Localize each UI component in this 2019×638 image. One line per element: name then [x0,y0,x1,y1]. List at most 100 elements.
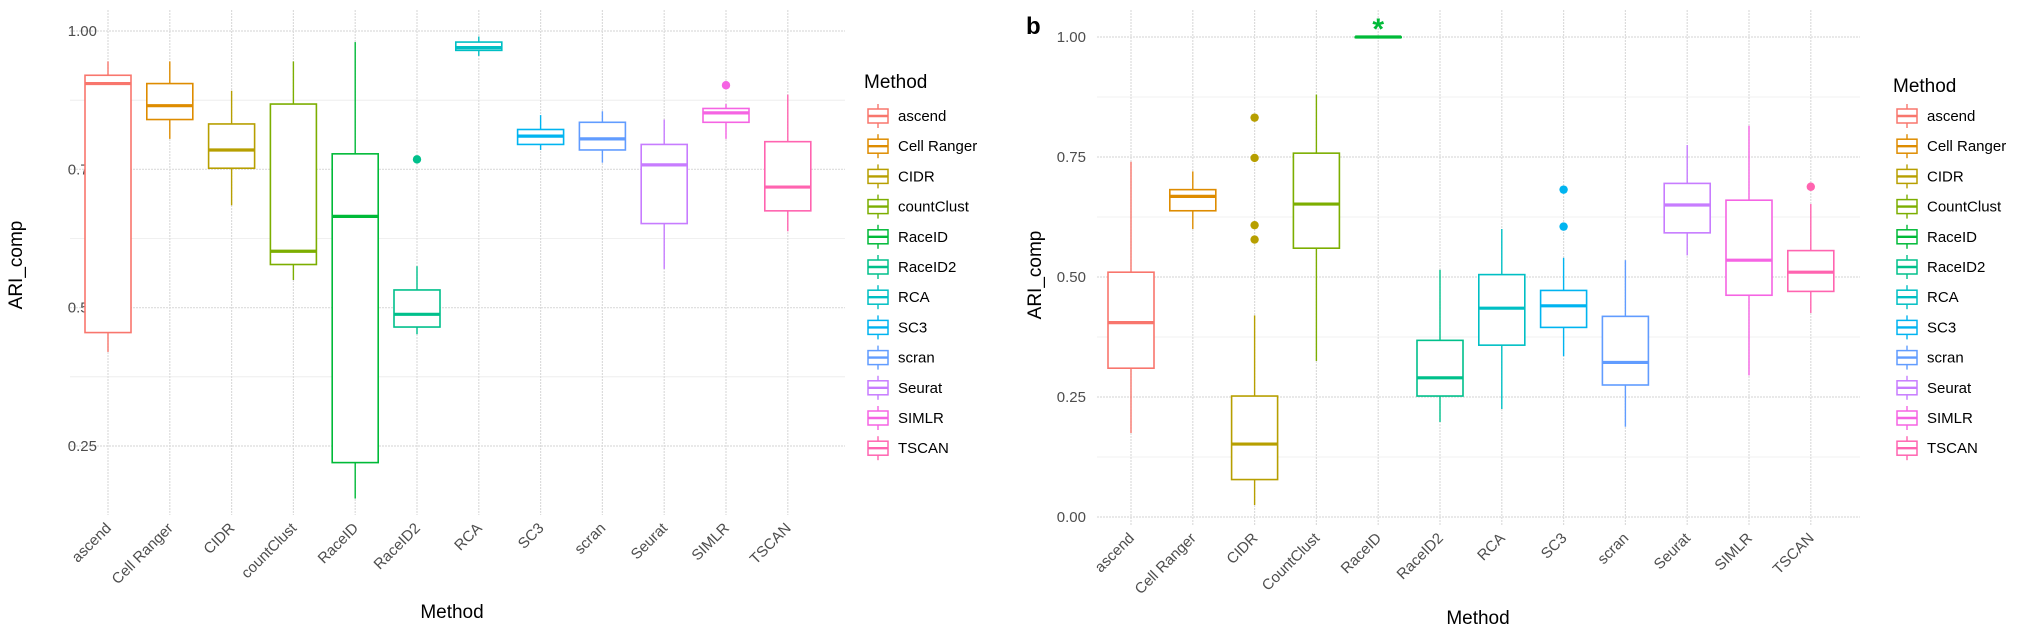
legend-key [1896,255,1918,279]
outlier-point [1559,222,1568,231]
outlier-point [1250,220,1259,230]
iqr-box [269,103,318,266]
legend-label: Seurat [1927,380,1972,397]
legend: Method ascend Cell Ranger CIDR countClust Rac… [864,72,977,461]
y-tick-label: 1.00 [68,23,97,40]
x-tick-label: SIMLR [688,520,733,565]
iqr-box [146,82,194,121]
outlier-point [412,155,422,164]
legend-label: scran [898,350,935,367]
legend-key [1896,224,1918,249]
x-tick-label: Cell Ranger [1132,530,1200,598]
box-SIMLR [1725,125,1773,376]
box-RaceID [331,42,380,499]
legend-label: RCA [898,289,930,306]
x-tick-label: TSCAN [747,520,795,568]
x-tick-label: Seurat [1651,529,1695,573]
iqr-box [702,107,750,124]
iqr-box [84,74,132,334]
box-SC3 [1539,185,1588,357]
iqr-box [1478,273,1526,346]
box-Cell Ranger [146,61,194,139]
box-scran [578,111,627,163]
box-CIDR [207,90,256,206]
outlier-point [1250,153,1259,163]
box-ascend [1107,161,1155,433]
box-CountClust [1292,94,1341,361]
legend-key [1896,104,1918,128]
legend-label: RaceID2 [1927,259,1985,276]
legend-key [1896,315,1918,340]
box-Cell Ranger [1169,171,1217,229]
box-CIDR [1230,113,1279,505]
legend-key [1896,285,1918,310]
box-RCA [1478,229,1526,409]
legend-key [1896,375,1918,400]
legend-label: CIDR [898,168,935,185]
outlier-point [1559,185,1568,194]
y-tick-label: 0.50 [1057,269,1086,286]
iqr-box [207,123,256,170]
y-tick-label: 1.00 [1057,29,1086,46]
legend-label: Cell Ranger [898,138,977,155]
iqr-box [1663,182,1711,234]
box-RaceID2 [393,155,441,335]
legend: Method ascend Cell Ranger CIDR CountClust Rac… [1893,76,2006,461]
x-tick-label: countClust [238,519,301,582]
legend-label: RaceID [1927,229,1977,246]
legend-label: SC3 [898,319,927,336]
outlier-point [721,81,731,90]
x-tick-label: CountClust [1259,529,1324,594]
legend-label: ascend [898,108,946,125]
iqr-box [1725,199,1773,297]
x-tick-label: RaceID2 [371,520,424,573]
legend-label: RaceID2 [898,259,956,276]
x-tick-label: TSCAN [1770,530,1818,578]
x-axis-title: Method [420,602,483,623]
box-scran [1601,260,1650,427]
x-tick-label: scran [1594,530,1632,568]
legend-label: TSCAN [898,440,949,457]
y-axis-title: ARI_comp [1025,231,1046,320]
significance-annotation: * [1372,13,1384,46]
plot-area [70,10,845,515]
x-tick-label: RaceID [315,520,363,568]
legend-key [1896,194,1918,219]
panel-label: b [1026,13,1041,40]
legend-key [1896,134,1918,159]
outlier-point [1250,113,1259,122]
y-tick-label: 0.25 [1057,389,1086,406]
iqr-box [640,143,689,225]
legend-label: RCA [1927,289,1959,306]
x-tick-label: SC3 [1538,530,1571,563]
outlier-point [1806,182,1816,191]
x-tick-label: SIMLR [1711,530,1756,575]
legend-key [1896,406,1918,430]
box-Seurat [1663,145,1711,256]
x-tick-label: SC3 [515,520,548,553]
legend-label: ascend [1927,108,1975,125]
iqr-box [1416,339,1464,397]
legend-key [1896,164,1918,189]
legend-key [867,406,889,430]
legend-key [1896,345,1918,370]
outlier-point [1250,235,1259,244]
legend-title: Method [1893,76,1956,97]
legend-key [867,285,889,310]
box-TSCAN [763,94,812,232]
box-SC3 [516,115,565,150]
y-tick-label: 0.75 [1057,149,1086,166]
iqr-box [393,289,441,328]
iqr-box [1539,289,1588,329]
legend-label: SIMLR [898,410,944,427]
iqr-box [1107,271,1155,370]
legend-key [867,164,889,189]
x-tick-label: CIDR [1223,530,1261,568]
box-RaceID [1354,35,1402,39]
x-tick-label: Cell Ranger [109,520,177,588]
iqr-box [1230,395,1279,481]
legend-key [867,345,889,370]
